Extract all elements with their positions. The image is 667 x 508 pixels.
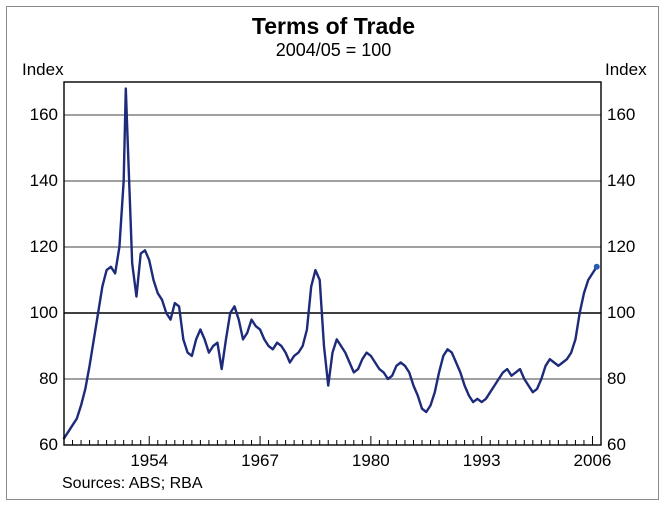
y-tick-label: 140 [18, 171, 58, 191]
y-tick-label-right: 80 [607, 369, 647, 389]
x-tick-label: 2006 [567, 451, 617, 471]
sources-label: Sources: ABS; RBA [62, 475, 203, 493]
y-tick-label: 160 [18, 105, 58, 125]
x-tick-label: 1954 [124, 451, 174, 471]
chart-container: Terms of Trade 2004/05 = 100 Index Index… [0, 0, 667, 508]
y-tick-label: 60 [18, 435, 58, 455]
y-tick-label: 120 [18, 237, 58, 257]
x-tick-label: 1980 [346, 451, 396, 471]
y-tick-label: 80 [18, 369, 58, 389]
y-tick-label: 100 [18, 303, 58, 323]
x-tick-label: 1967 [235, 451, 285, 471]
y-tick-label-right: 160 [607, 105, 647, 125]
y-tick-label-right: 100 [607, 303, 647, 323]
y-tick-label-right: 140 [607, 171, 647, 191]
chart-svg [0, 0, 667, 508]
x-tick-label: 1993 [457, 451, 507, 471]
y-tick-label-right: 120 [607, 237, 647, 257]
